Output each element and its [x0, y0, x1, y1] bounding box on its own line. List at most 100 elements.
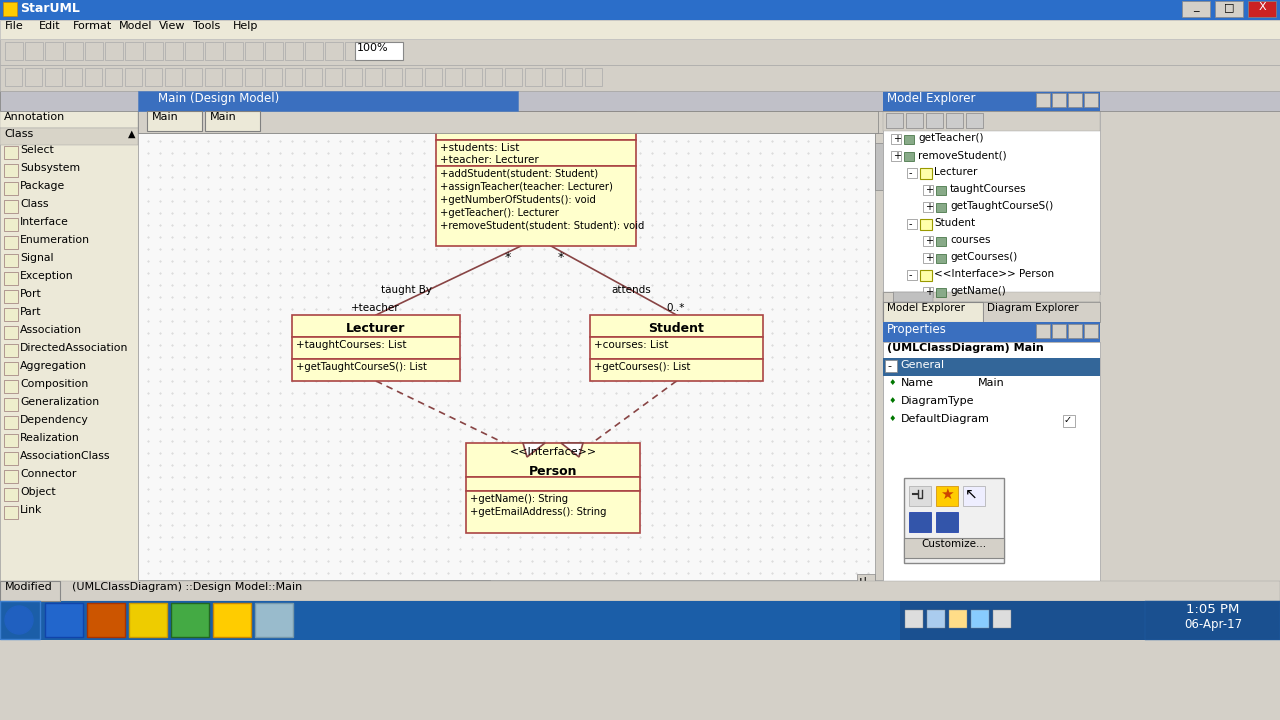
Bar — [590, 359, 763, 381]
Text: StarUML: StarUML — [20, 2, 79, 15]
Bar — [900, 601, 1280, 640]
Text: Subsystem: Subsystem — [20, 163, 81, 173]
Bar — [466, 443, 640, 477]
Text: ✓: ✓ — [1064, 415, 1073, 425]
Bar — [891, 151, 901, 161]
Text: Part: Part — [20, 307, 41, 317]
Bar — [4, 488, 18, 501]
Bar — [927, 610, 945, 628]
Text: +courses: List: +courses: List — [594, 340, 668, 350]
Bar — [883, 302, 983, 322]
Text: ♦: ♦ — [890, 396, 896, 405]
Bar — [936, 486, 957, 506]
Bar — [883, 111, 1100, 131]
Text: +getNumberOfStudents(): void: +getNumberOfStudents(): void — [440, 195, 596, 205]
Bar — [904, 152, 914, 161]
Bar — [65, 42, 83, 60]
Bar — [45, 42, 63, 60]
Bar — [4, 326, 18, 339]
Text: Aggregation: Aggregation — [20, 361, 87, 371]
Text: getName(): getName() — [950, 286, 1006, 296]
Bar — [404, 68, 422, 86]
Text: Package: Package — [20, 181, 65, 191]
Bar — [65, 68, 82, 86]
Bar — [936, 237, 946, 246]
Text: taughtCourses: taughtCourses — [950, 184, 1027, 194]
Bar — [545, 68, 562, 86]
Bar — [506, 68, 522, 86]
Bar — [963, 486, 986, 506]
Bar — [906, 113, 923, 128]
Bar — [466, 491, 640, 533]
Text: attends: attends — [612, 285, 652, 295]
Text: Dependency: Dependency — [20, 415, 88, 425]
Bar — [905, 610, 923, 628]
Bar — [909, 512, 931, 532]
Text: Interface: Interface — [20, 217, 69, 227]
Bar — [883, 91, 1100, 111]
Bar — [365, 68, 381, 86]
Bar — [883, 322, 1100, 342]
Bar — [876, 140, 883, 190]
Text: □: □ — [1224, 2, 1234, 12]
Text: Main: Main — [152, 112, 179, 122]
Bar — [1068, 93, 1082, 107]
Text: Main: Main — [210, 112, 237, 122]
Bar — [385, 42, 403, 60]
Bar — [138, 91, 518, 111]
Text: -: - — [909, 270, 913, 280]
Bar — [84, 42, 102, 60]
Bar — [0, 581, 60, 601]
Text: Properties: Properties — [887, 323, 947, 336]
Bar — [946, 113, 963, 128]
Bar — [485, 68, 502, 86]
Text: Signal: Signal — [20, 253, 54, 263]
Bar — [0, 601, 40, 639]
Bar — [292, 359, 460, 381]
Bar — [4, 254, 18, 267]
Bar — [920, 168, 932, 179]
Text: Object: Object — [20, 487, 55, 497]
Bar — [0, 0, 1280, 20]
Text: +: + — [854, 576, 865, 590]
Text: +: + — [893, 151, 901, 161]
Bar — [205, 68, 221, 86]
Bar — [365, 42, 383, 60]
Bar — [923, 185, 933, 195]
Text: -: - — [909, 168, 913, 178]
Bar — [346, 68, 362, 86]
Bar — [4, 164, 18, 177]
Text: Annotation: Annotation — [4, 112, 65, 122]
Bar — [4, 146, 18, 159]
Text: Generalization: Generalization — [20, 397, 99, 407]
Bar — [4, 218, 18, 231]
Bar — [225, 68, 242, 86]
Bar — [138, 111, 878, 133]
Bar — [244, 68, 262, 86]
Text: taught By: taught By — [381, 285, 433, 295]
Bar — [564, 68, 582, 86]
Bar — [0, 111, 138, 128]
Bar — [1084, 93, 1098, 107]
Bar — [904, 538, 1004, 558]
Bar — [165, 68, 182, 86]
Polygon shape — [524, 443, 545, 457]
Text: +getName(): String: +getName(): String — [470, 494, 568, 504]
Bar — [1062, 415, 1075, 427]
Text: removeStudent(): removeStudent() — [918, 150, 1006, 160]
Bar — [147, 111, 202, 131]
Bar — [26, 68, 42, 86]
Bar — [858, 574, 876, 588]
Text: -: - — [887, 361, 891, 371]
Text: Class: Class — [4, 129, 33, 139]
Bar — [4, 182, 18, 195]
Text: Diagram Explorer: Diagram Explorer — [987, 303, 1079, 313]
Bar — [972, 610, 989, 628]
Text: getTaughtCourseS(): getTaughtCourseS() — [950, 201, 1053, 211]
Bar — [436, 166, 636, 246]
Bar — [884, 360, 897, 372]
Bar — [5, 68, 22, 86]
Text: File: File — [5, 21, 24, 31]
Text: Format: Format — [73, 21, 113, 31]
Bar — [325, 68, 342, 86]
